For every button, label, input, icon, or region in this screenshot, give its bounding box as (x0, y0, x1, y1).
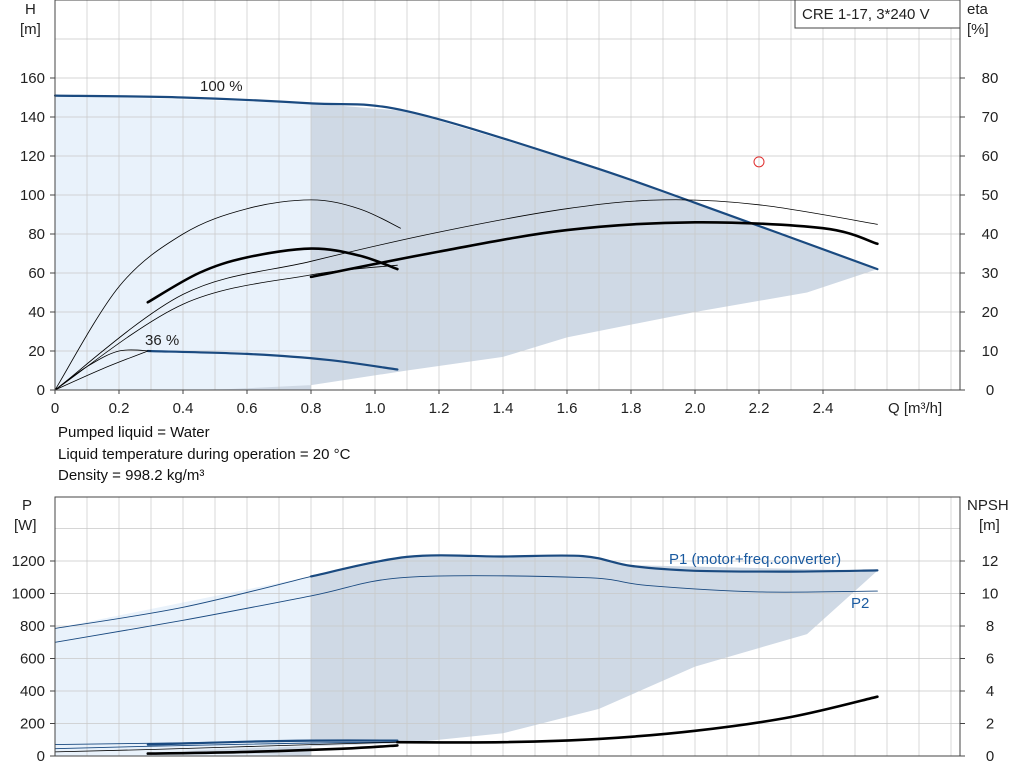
x-tick-label: 0.2 (109, 400, 130, 417)
left-tick-label: 1200 (12, 553, 45, 570)
left-tick-label: 1000 (12, 586, 45, 603)
x-tick-label: 0.6 (237, 400, 258, 417)
note-density: Density = 998.2 kg/m³ (58, 467, 205, 484)
right-tick-label: 10 (982, 586, 999, 603)
left-tick-label: 100 (20, 187, 45, 204)
curve-series-4 (54, 199, 401, 391)
series-label-p1: P1 (motor+freq.converter) (669, 551, 841, 568)
curve-36 (146, 349, 399, 371)
x-tick-label: 1.0 (365, 400, 386, 417)
left-tick-label: 40 (28, 304, 45, 321)
speed-label-36: 36 % (145, 332, 179, 349)
x-tick-label: 1.2 (429, 400, 450, 417)
curve-100 (53, 94, 879, 271)
curve-series-8 (54, 350, 149, 391)
x-tick-label: 0.8 (301, 400, 322, 417)
right-tick-label: 12 (982, 553, 999, 570)
x-tick-label: 1.8 (621, 400, 642, 417)
right-tick-label: 80 (982, 70, 999, 87)
x-tick-label: 2.2 (749, 400, 770, 417)
left-axis-unit-m: [m] (20, 21, 41, 38)
left-axis-label-p: P (22, 497, 32, 514)
right-tick-label: 6 (986, 651, 994, 668)
right-tick-label: 50 (982, 187, 999, 204)
right-tick-label: 8 (986, 618, 994, 635)
series-label-p2: P2 (851, 595, 869, 612)
curve-series-7 (396, 695, 879, 744)
curve-series-4 (54, 740, 398, 746)
right-axis-unit-percent: [%] (967, 21, 989, 38)
head-efficiency-panel: 0 20 40 60 80 100 120 140 160 0 10 20 30 40 50 60 70 80 0 0… (20, 0, 998, 417)
x-tick-label: 0.4 (173, 400, 194, 417)
curve-series-5 (54, 741, 398, 750)
x-tick-label: 2.4 (813, 400, 834, 417)
x-tick-label: 0 (51, 400, 59, 417)
operating-range-dark (183, 103, 878, 390)
curve-series-1 (54, 575, 312, 629)
right-tick-label: 20 (982, 304, 999, 321)
x-tick-label: 1.4 (493, 400, 514, 417)
x-tick-label: 2.0 (685, 400, 706, 417)
left-tick-label: 140 (20, 109, 45, 126)
left-axis-unit-w: [W] (14, 517, 37, 534)
curve-series-6 (54, 264, 398, 391)
right-axis-label-npsh: NPSH (967, 497, 1009, 514)
curve-series-5 (54, 199, 878, 391)
curve-series-6 (146, 744, 399, 755)
right-tick-label: 60 (982, 148, 999, 165)
right-tick-label: 70 (982, 109, 999, 126)
left-tick-label: 200 (20, 716, 45, 733)
left-tick-label: 60 (28, 265, 45, 282)
power-npsh-panel: 0 200 400 600 800 1000 1200 0 2 4 6 8 10 12 P [W] NPS… (12, 496, 1009, 765)
left-tick-label: 800 (20, 618, 45, 635)
curve-series-2 (146, 247, 399, 304)
left-tick-label: 0 (37, 748, 45, 765)
right-tick-label: 30 (982, 265, 999, 282)
pump-title-box (794, 0, 961, 29)
left-tick-label: 400 (20, 683, 45, 700)
curve-series-8 (54, 741, 398, 753)
right-tick-label: 0 (986, 382, 994, 399)
left-tick-label: 0 (37, 382, 45, 399)
curve-p2 (54, 575, 878, 643)
left-axis-label-h: H (25, 1, 36, 18)
note-liquid-temperature: Liquid temperature during operation = 20… (58, 446, 351, 463)
pump-title: CRE 1-17, 3*240 V (802, 6, 930, 23)
left-tick-label: 80 (28, 226, 45, 243)
curve-p1-motor-freq-converter (309, 554, 879, 578)
x-axis-label: Q [m³/h] (888, 400, 942, 417)
right-axis-unit-m: [m] (979, 517, 1000, 534)
operating-range-dark (183, 556, 878, 756)
speed-label-100: 100 % (200, 78, 243, 95)
right-tick-label: 4 (986, 683, 994, 700)
right-tick-label: 2 (986, 716, 994, 733)
curve-series-7 (54, 349, 152, 391)
note-pumped-liquid: Pumped liquid = Water (58, 424, 210, 441)
duty-point-marker (753, 156, 765, 168)
right-axis-label-eta: eta (967, 1, 989, 18)
left-tick-label: 20 (28, 343, 45, 360)
right-tick-label: 10 (982, 343, 999, 360)
curve-series-3 (309, 220, 879, 279)
left-tick-label: 120 (20, 148, 45, 165)
right-tick-label: 0 (986, 748, 994, 765)
left-tick-label: 600 (20, 651, 45, 668)
right-tick-label: 40 (982, 226, 999, 243)
x-tick-label: 1.6 (557, 400, 578, 417)
left-tick-label: 160 (20, 70, 45, 87)
